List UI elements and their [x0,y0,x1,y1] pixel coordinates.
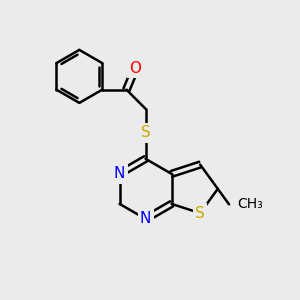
Text: O: O [129,61,141,76]
Text: N: N [114,166,125,181]
Text: S: S [141,125,150,140]
Text: S: S [195,206,205,221]
Text: CH₃: CH₃ [237,197,263,212]
Text: N: N [140,212,151,226]
